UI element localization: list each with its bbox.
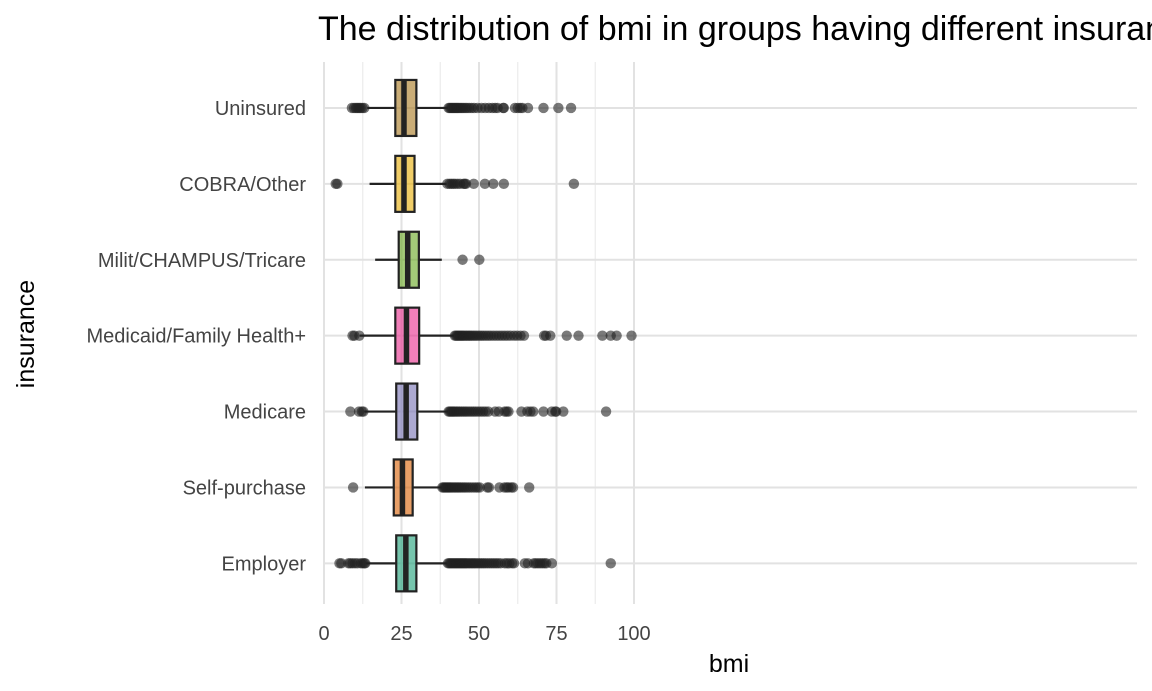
outlier-point <box>568 178 580 190</box>
boxes <box>392 78 421 593</box>
y-tick-label: Self-purchase <box>183 477 306 499</box>
x-tick-label: 25 <box>390 623 412 645</box>
outlier-point <box>538 102 549 114</box>
outlier-point <box>508 558 520 569</box>
outlier-point <box>457 254 468 265</box>
outlier-point <box>336 558 347 569</box>
outlier-point <box>460 178 472 190</box>
y-tick-label: Medicaid/Family Health+ <box>86 326 306 348</box>
x-axis-title: bmi <box>709 650 749 678</box>
x-tick-label: 100 <box>617 623 650 645</box>
y-axis-title: insurance <box>12 280 40 388</box>
outlier-point <box>553 102 564 114</box>
outlier-point <box>354 330 365 341</box>
y-tick-label: COBRA/Other <box>179 174 306 196</box>
outlier-point <box>507 482 519 493</box>
axes: 0 25 50 75 100 Uninsured COBRA/Other Milit/CHAM… <box>86 98 650 645</box>
outlier-point <box>522 102 534 114</box>
grid <box>323 62 1137 604</box>
outlier-point <box>483 482 495 493</box>
outlier-point <box>345 406 356 417</box>
outlier-point <box>600 406 612 417</box>
outlier-point <box>498 102 509 114</box>
outlier-point <box>573 330 584 341</box>
outlier-point <box>518 330 530 341</box>
x-tick-label: 75 <box>545 623 567 645</box>
outlier-point <box>479 178 491 190</box>
outlier-point <box>347 482 359 493</box>
outlier-point <box>538 406 549 417</box>
outlier-point <box>626 330 637 341</box>
outlier-point <box>597 330 608 341</box>
outlier-point <box>498 178 509 190</box>
outlier-point <box>565 102 577 114</box>
outlier-point <box>358 406 369 417</box>
outlier-point <box>528 406 539 417</box>
outlier-point <box>546 558 558 569</box>
y-tick-label: Medicare <box>224 402 306 424</box>
outlier-point <box>474 482 485 493</box>
outlier-point <box>545 330 556 341</box>
outlier-point <box>550 406 562 417</box>
outliers <box>330 102 637 569</box>
outlier-point <box>561 330 572 341</box>
chart-title: The distribution of bmi in groups having… <box>318 10 1152 48</box>
outlier-point <box>488 178 499 190</box>
outlier-point <box>558 406 569 417</box>
outlier-point <box>605 558 616 569</box>
x-tick-label: 50 <box>468 623 490 645</box>
outlier-point <box>524 482 535 493</box>
whiskers <box>359 106 455 565</box>
y-tick-label: Employer <box>222 553 307 575</box>
outlier-point <box>503 406 514 417</box>
x-tick-label: 0 <box>318 623 329 645</box>
outlier-point <box>474 254 485 265</box>
outlier-point <box>360 558 371 569</box>
y-tick-label: Milit/CHAMPUS/Tricare <box>98 250 306 272</box>
outlier-point <box>359 102 370 114</box>
outlier-point <box>468 178 479 190</box>
outlier-point <box>611 330 622 341</box>
y-tick-label: Uninsured <box>215 98 306 120</box>
outlier-point <box>332 178 343 190</box>
